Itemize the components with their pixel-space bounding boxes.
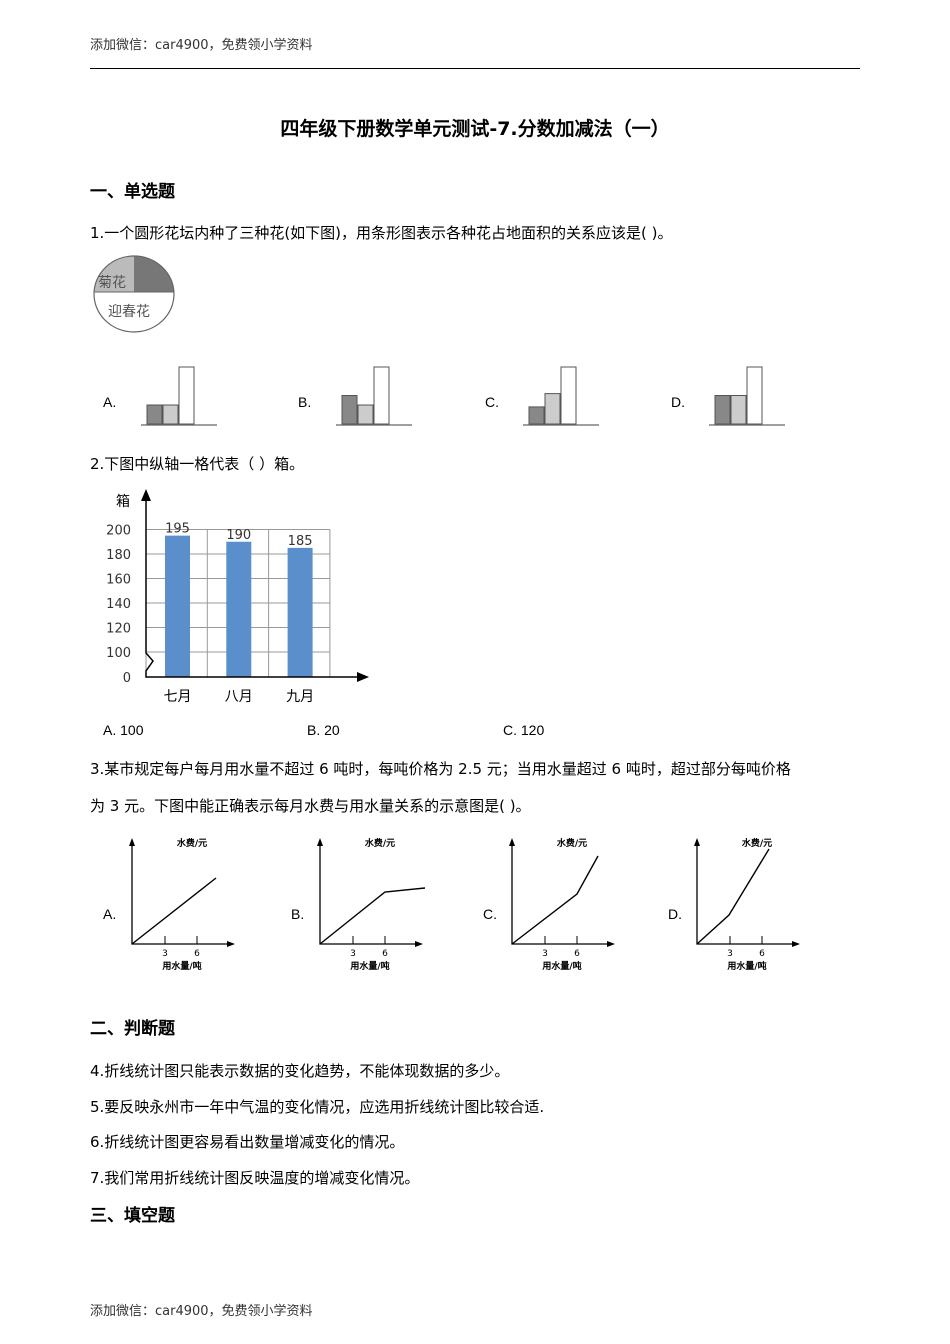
x-axis-label: 用水量/吨 <box>726 960 766 972</box>
option-bar-figure <box>709 366 785 426</box>
option-bar <box>178 366 195 425</box>
option-b[interactable]: B. 20 <box>307 722 340 738</box>
option-a[interactable]: A. 100 <box>103 722 144 738</box>
y-tick-label: 200 <box>106 524 131 539</box>
axes <box>131 840 233 945</box>
y-axis-label: 箱 <box>116 494 130 510</box>
axis-arrows <box>694 838 800 947</box>
bar-1 <box>226 541 252 677</box>
option-bar <box>357 404 374 425</box>
y-tick-label: 100 <box>106 646 131 661</box>
axis-arrows <box>509 838 615 947</box>
option-bar <box>730 395 747 425</box>
cost-line <box>511 855 599 945</box>
question-4: 4.折线统计图只能表示数据的变化趋势，不能体现数据的多少。 <box>90 1062 510 1080</box>
option-c[interactable]: C. <box>483 906 497 922</box>
x-arrow <box>357 672 369 682</box>
page-header: 添加微信：car4900，免费领小学资料 <box>90 38 313 53</box>
option-bar-figure <box>523 366 599 426</box>
y-axis-label: 水费/元 <box>742 837 772 849</box>
axes <box>696 840 798 945</box>
y-axis-label: 水费/元 <box>365 837 395 849</box>
x-axis-label: 用水量/吨 <box>541 960 581 972</box>
data-label: 195 <box>165 522 190 537</box>
x-tick-label: 七月 <box>164 689 192 705</box>
section-title: 二、判断题 <box>90 1019 175 1039</box>
option-b[interactable]: B. <box>298 394 312 410</box>
y-tick-label: 160 <box>106 573 131 588</box>
y-tick-label: 140 <box>106 597 131 612</box>
option-c[interactable]: C. 120 <box>503 722 545 738</box>
option-bar <box>560 366 577 425</box>
y-axis-label: 水费/元 <box>557 837 587 849</box>
page-title: 四年级下册数学单元测试-7.分数加减法（一） <box>280 118 670 140</box>
axes <box>511 840 613 945</box>
axes <box>145 493 363 678</box>
option-bar <box>373 366 390 425</box>
option-a[interactable]: A. <box>103 906 117 922</box>
page-footer: 添加微信：car4900，免费领小学资料 <box>90 1304 313 1319</box>
bar-2 <box>287 547 313 677</box>
x-tick-label: 3 <box>542 949 548 959</box>
y-tick-label: 180 <box>106 548 131 563</box>
x-tick-label: 6 <box>194 949 200 959</box>
option-bar <box>341 395 358 425</box>
option-d[interactable]: D. <box>671 394 685 410</box>
option-bar <box>714 395 731 425</box>
bar-0 <box>165 535 190 677</box>
question-6: 6.折线统计图更容易看出数量增减变化的情况。 <box>90 1133 405 1151</box>
axis-arrows <box>129 838 235 947</box>
section-title: 一、单选题 <box>90 182 175 202</box>
x-axis-label: 用水量/吨 <box>349 960 389 972</box>
option-c[interactable]: C. <box>485 394 499 410</box>
x-tick-label: 3 <box>350 949 356 959</box>
question-2: 2.下图中纵轴一格代表（ ）箱。 <box>90 455 305 473</box>
axis-arrows <box>317 838 423 947</box>
option-bar <box>146 404 163 425</box>
question-5: 5.要反映永州市一年中气温的变化情况，应选用折线统计图比较合适. <box>90 1098 545 1116</box>
x-axis-label: 用水量/吨 <box>161 960 201 972</box>
data-label: 185 <box>288 534 313 549</box>
data-label: 190 <box>226 528 251 543</box>
option-bar <box>746 366 763 425</box>
option-bar <box>528 406 545 425</box>
x-tick-label: 3 <box>727 949 733 959</box>
x-tick-label: 6 <box>574 949 580 959</box>
y-axis-label: 水费/元 <box>177 837 207 849</box>
x-tick-label: 3 <box>162 949 168 959</box>
option-a[interactable]: A. <box>103 394 117 410</box>
flower-pie-figure: 菊花 迎春花 <box>93 255 175 333</box>
option-bar-figure <box>141 366 217 426</box>
x-tick-label: 6 <box>382 949 388 959</box>
cost-line <box>131 877 217 945</box>
x-tick-label: 九月 <box>286 689 314 705</box>
option-d[interactable]: D. <box>668 906 682 922</box>
header-divider <box>90 68 860 69</box>
x-tick-label: 6 <box>759 949 765 959</box>
question-7: 7.我们常用折线统计图反映温度的增减变化情况。 <box>90 1169 420 1187</box>
cost-line <box>696 848 770 945</box>
bar-chart: 195 七月 190 八月 185 九月 0 100 120 140 160 180 200 箱 <box>106 489 369 705</box>
question-3-line-2: 为 3 元。下图中能正确表示每月水费与用水量关系的示意图是( )。 <box>90 797 531 815</box>
option-bar <box>544 393 561 425</box>
question-3-line-1: 3.某市规定每户每月用水量不超过 6 吨时，每吨价格为 2.5 元；当用水量超过… <box>90 760 791 778</box>
option-b[interactable]: B. <box>291 906 305 922</box>
option-bar <box>162 404 179 425</box>
axes <box>319 840 421 945</box>
question-1: 1.一个圆形花坛内种了三种花(如下图)，用条形图表示各种花占地面积的关系应该是(… <box>90 224 673 242</box>
cost-line <box>319 887 426 945</box>
option-bar-figure <box>336 366 412 426</box>
pie-label-chrysanthemum: 菊花 <box>98 275 126 291</box>
y-tick-label: 0 <box>123 671 131 686</box>
pie-label-winter-jasmine: 迎春花 <box>108 304 150 320</box>
y-arrow <box>141 489 151 501</box>
x-tick-label: 八月 <box>225 689 253 705</box>
y-tick-label: 120 <box>106 622 131 637</box>
section-title: 三、填空题 <box>90 1206 175 1226</box>
